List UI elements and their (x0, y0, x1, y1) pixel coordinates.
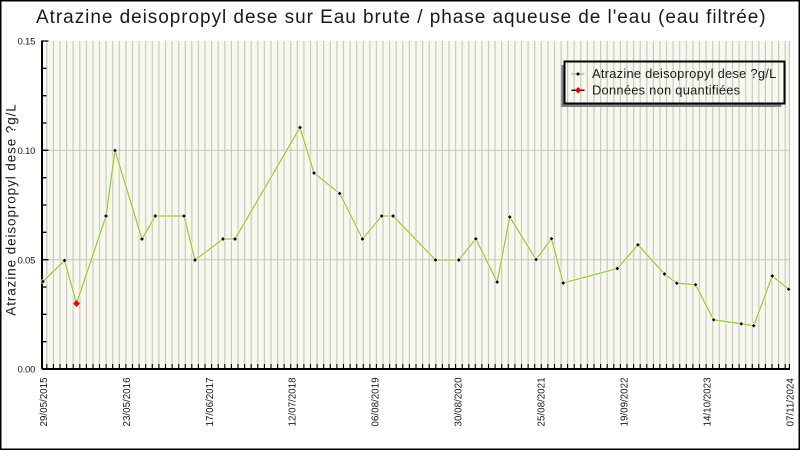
svg-text:06/08/2019: 06/08/2019 (371, 377, 382, 426)
svg-text:0.00: 0.00 (18, 365, 36, 376)
svg-text:30/08/2020: 30/08/2020 (454, 377, 465, 427)
svg-text:29/05/2015: 29/05/2015 (39, 377, 50, 427)
svg-text:25/08/2021: 25/08/2021 (537, 377, 548, 426)
svg-text:23/05/2016: 23/05/2016 (122, 377, 133, 427)
svg-text:0.15: 0.15 (18, 37, 36, 48)
svg-text:Atrazine deisopropyl dese sur: Atrazine deisopropyl dese sur Eau brute … (36, 7, 766, 28)
svg-text:Atrazine deisopropyl dese ?g/L: Atrazine deisopropyl dese ?g/L (4, 103, 19, 315)
svg-text:Atrazine deisopropyl dese ?g/L: Atrazine deisopropyl dese ?g/L (592, 66, 777, 81)
svg-text:07/11/2024: 07/11/2024 (785, 378, 796, 427)
svg-text:17/06/2017: 17/06/2017 (205, 377, 216, 426)
svg-text:0.10: 0.10 (18, 146, 36, 157)
svg-text:12/07/2018: 12/07/2018 (288, 377, 299, 427)
svg-text:14/10/2023: 14/10/2023 (702, 377, 713, 427)
svg-text:Données non quantifiées: Données non quantifiées (592, 82, 740, 97)
svg-text:0.05: 0.05 (18, 255, 36, 266)
svg-text:19/09/2022: 19/09/2022 (620, 377, 631, 426)
